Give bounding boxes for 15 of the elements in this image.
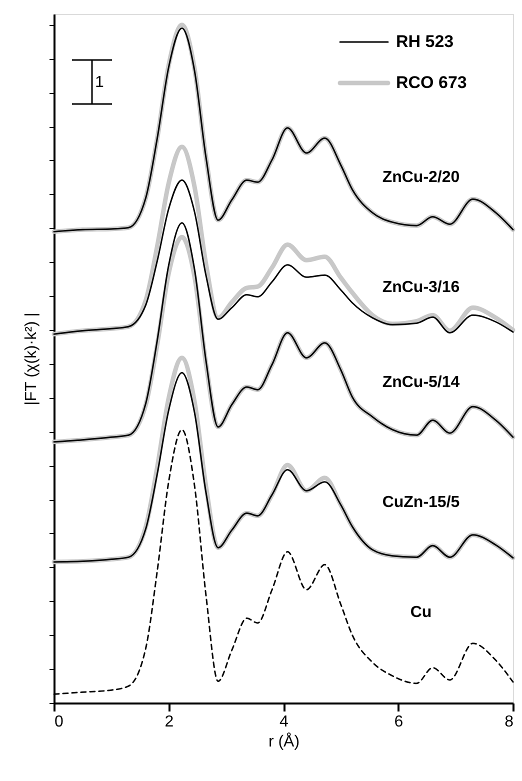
x-axis-title: r (Å)	[268, 732, 300, 750]
annotation: CuZn-15/5	[382, 494, 460, 511]
x-tick-label: 8	[504, 714, 514, 730]
annotation: ZnCu-5/14	[382, 374, 460, 391]
annotation: ZnCu-3/16	[382, 279, 460, 296]
legend-label: RCO 673	[396, 73, 467, 92]
x-tick-label: 0	[54, 714, 64, 730]
annotation: 1	[95, 74, 104, 91]
y-axis-title: |FT (χ(k)·k²) |	[23, 312, 40, 406]
annotation: ZnCu-2/20	[382, 169, 460, 186]
legend-label: RH 523	[396, 32, 454, 51]
x-tick-label: 2	[164, 714, 174, 730]
annotation: Cu	[410, 604, 432, 621]
x-tick-label: 4	[280, 714, 289, 730]
x-tick-label: 6	[394, 714, 404, 730]
